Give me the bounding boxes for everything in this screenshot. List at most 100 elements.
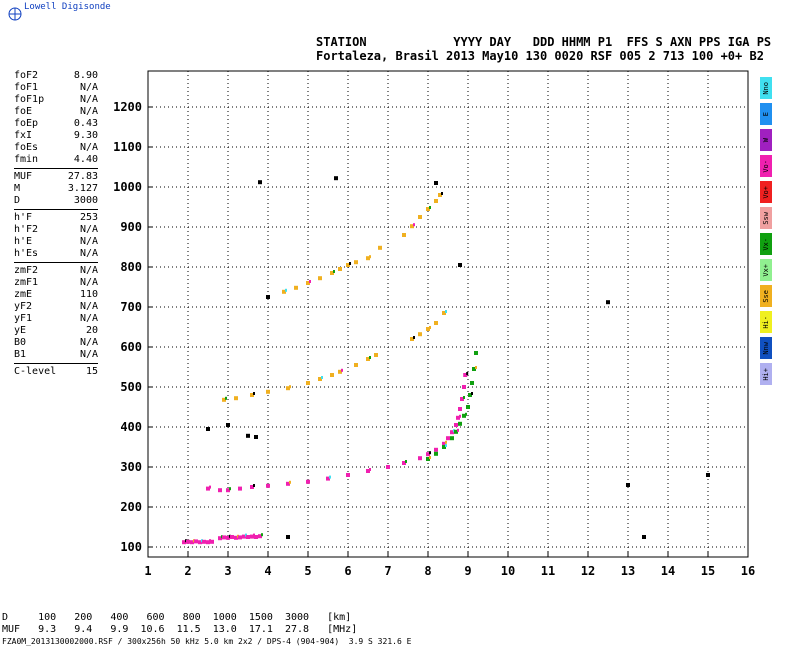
echo-point [333,270,335,273]
y-tick-label: 300 [120,460,142,474]
legend-label: Sse [761,289,770,303]
echo-point [218,536,222,541]
x-tick-label: 16 [741,564,755,578]
param-row: yF2 N/A [14,301,98,313]
echo-point [429,456,431,459]
param-row: foF1 N/A [14,82,98,94]
echo-point [442,311,446,315]
legend-item: Nno [760,77,772,99]
echo-point [402,461,406,465]
echo-point [225,396,227,400]
echo-point [442,445,446,449]
echo-point [454,429,458,434]
x-tick-label: 15 [701,564,715,578]
digisonde-logo-icon [8,6,22,25]
x-tick-label: 3 [224,564,231,578]
echo-point [230,535,234,539]
echo-traces [182,176,710,545]
echo-point [410,224,414,229]
app-title: Lowell Digisonde [24,2,111,12]
echo-point [429,451,431,455]
echo-point [254,535,258,539]
echo-point [258,534,262,539]
param-row: M 3.127 [14,183,98,195]
legend-label: Vo- [761,159,770,173]
echo-point [450,436,454,441]
echo-point [369,255,371,259]
echo-point [209,485,211,489]
param-value: 15 [85,366,98,377]
echo-point [321,376,323,379]
echo-point [454,423,458,427]
param-value: N/A [79,142,98,153]
param-name: foEp [14,118,39,129]
echo-point [606,300,610,305]
echo-point [330,271,334,275]
echo-point [366,357,370,361]
echo-point [426,327,430,331]
echo-point [405,460,407,463]
echo-point [445,310,447,313]
param-value: N/A [79,301,98,312]
echo-point [366,256,370,261]
param-value: N/A [79,337,98,348]
echo-point [222,535,226,540]
echo-point [226,423,230,427]
echo-point [246,535,250,539]
echo-point [642,535,646,539]
param-value: N/A [79,236,98,247]
y-tick-label: 600 [120,340,142,354]
x-tick-label: 11 [541,564,555,578]
param-name: yF2 [14,301,33,312]
muf-table: D 100 200 400 600 800 1000 1500 3000 [km… [2,612,357,636]
param-row: h'E N/A [14,236,98,248]
param-row: D 3000 [14,195,98,207]
muf-row: MUF 9.3 9.4 9.9 10.6 11.5 13.0 17.1 27.8… [2,624,358,635]
echo-point [242,534,246,539]
echo-point [426,207,430,211]
echo-point [294,285,298,290]
param-row: zmF1 N/A [14,277,98,289]
echo-point [402,233,406,237]
param-name: foE [14,106,33,117]
echo-point [369,356,371,359]
legend-label: Ssw [761,211,770,225]
echo-point [418,215,422,219]
legend-label: Vx- [761,237,770,251]
echo-point [378,245,382,250]
param-row: foE N/A [14,106,98,118]
echo-point [445,444,447,447]
echo-point [286,386,290,391]
echo-point [441,192,443,195]
echo-point [250,393,254,397]
echo-point [457,428,459,432]
echo-point [465,412,467,416]
param-name: MUF [14,171,33,182]
x-tick-label: 14 [661,564,675,578]
echo-point [470,381,474,385]
param-row: zmF2 N/A [14,265,98,277]
echo-point [198,540,202,545]
param-value: N/A [79,224,98,235]
param-row: foF1p N/A [14,94,98,106]
param-value: 9.30 [73,130,98,141]
y-tick-label: 900 [120,220,142,234]
param-value: 20 [85,325,98,336]
param-name: B1 [14,349,27,360]
grid [148,71,748,557]
param-value: N/A [79,82,98,93]
legend-item: Nnw [760,337,772,359]
echo-point [460,397,464,401]
echo-point [341,368,343,372]
parameter-panel: foF2 8.90 foF1 N/A foF1p N/A foE N/A foEp 0.43 fxI… [14,70,98,378]
echo-point [206,427,210,431]
echo-point [261,533,263,537]
param-row: fmin 4.40 [14,154,98,166]
echo-point [462,413,466,418]
echo-point [434,451,438,456]
param-row: foF2 8.90 [14,70,98,82]
param-name: foF1p [14,94,45,105]
echo-point [182,540,186,545]
echo-point [706,473,710,477]
echo-point [334,176,338,181]
